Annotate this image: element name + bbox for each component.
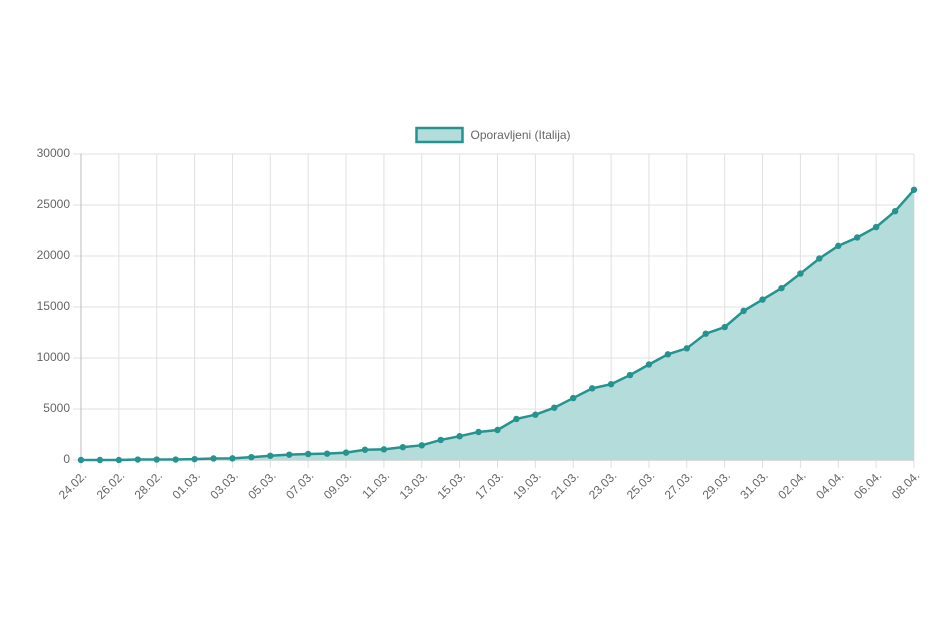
point: [399, 443, 407, 451]
legend-label: Oporavljeni (Italija): [471, 128, 571, 142]
x-tick-label: 11.03.: [359, 468, 392, 501]
x-tick-label: 25.03.: [624, 468, 657, 501]
point: [702, 330, 709, 337]
point: [551, 404, 558, 411]
point: [115, 456, 123, 464]
point: [759, 296, 766, 303]
x-tick-label: 19.03.: [510, 468, 543, 501]
x-tick-label: 08.04.: [889, 468, 922, 501]
point: [778, 284, 785, 292]
point: [134, 456, 141, 463]
point: [683, 345, 691, 352]
point: [721, 323, 728, 331]
point: [475, 428, 482, 436]
y-tick-label: 0: [63, 452, 70, 466]
x-tick-label: 29.03.: [700, 468, 733, 501]
x-tick-label: 23.03.: [586, 468, 619, 501]
point: [77, 456, 85, 464]
point: [588, 385, 596, 392]
x-tick-label: 15.03.: [435, 468, 468, 501]
x-tick-label: 01.03.: [169, 468, 202, 501]
x-tick-label: 24.02.: [56, 468, 89, 501]
x-tick-label: 13.03.: [397, 468, 430, 501]
point: [645, 361, 653, 368]
x-tick-label: 31.03.: [737, 468, 770, 501]
y-tick-label: 15000: [37, 299, 71, 313]
x-tick-label: 27.03.: [662, 468, 695, 501]
point: [891, 208, 899, 215]
y-tick-label: 5000: [43, 401, 70, 415]
x-tick-label: 09.03.: [321, 468, 354, 501]
point: [342, 449, 350, 456]
point: [153, 456, 160, 463]
y-tick-label: 30000: [37, 146, 71, 160]
point: [418, 442, 425, 449]
point: [513, 415, 520, 423]
x-tick-label: 21.03.: [548, 468, 581, 501]
point: [570, 394, 577, 402]
point: [740, 307, 747, 315]
point: [191, 455, 198, 463]
point: [626, 371, 634, 379]
point: [797, 270, 804, 277]
point: [323, 450, 331, 457]
x-tick-label: 05.03.: [245, 468, 278, 501]
point: [532, 411, 539, 418]
x-tick-label: 17.03.: [472, 468, 505, 501]
point: [210, 455, 217, 462]
point: [854, 234, 861, 241]
point: [437, 436, 444, 444]
x-tick-label: 07.03.: [283, 468, 316, 501]
point: [304, 450, 312, 458]
y-tick-label: 10000: [37, 350, 71, 364]
point: [286, 451, 293, 458]
x-tick-label: 26.02.: [94, 468, 127, 501]
x-tick-label: 06.04.: [851, 468, 884, 501]
x-tick-label: 04.04.: [813, 468, 846, 501]
point: [607, 380, 615, 388]
point: [835, 242, 842, 250]
point: [664, 351, 672, 358]
point: [96, 456, 104, 464]
x-tick-label: 02.04.: [775, 468, 808, 501]
point: [267, 452, 274, 459]
point: [910, 186, 918, 193]
y-tick-label: 25000: [37, 197, 71, 211]
point: [229, 455, 236, 462]
point: [248, 453, 255, 461]
y-tick-label: 20000: [37, 248, 71, 262]
point: [172, 456, 179, 463]
point: [380, 446, 388, 453]
x-tick-label: 28.02.: [132, 468, 165, 501]
point: [816, 255, 823, 262]
area: [81, 189, 914, 460]
legend-swatch: [415, 126, 464, 144]
point: [361, 446, 369, 453]
point: [494, 426, 501, 434]
point: [872, 223, 880, 231]
point: [456, 432, 463, 440]
x-tick-label: 03.03.: [207, 468, 240, 501]
